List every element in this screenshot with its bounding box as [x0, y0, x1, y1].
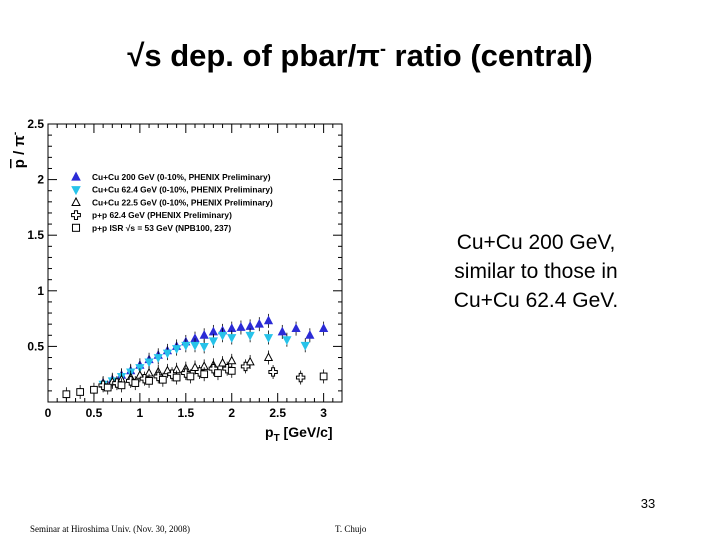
- data-point-series-5: [186, 372, 195, 381]
- annotation-note: Cu+Cu 200 GeV, similar to those in Cu+Cu…: [420, 228, 652, 315]
- data-point-series-2: [162, 349, 173, 359]
- legend-entry: Cu+Cu 22.5 GeV (0-10%, PHENIX Preliminar…: [92, 197, 273, 207]
- data-point-series-5: [131, 379, 140, 387]
- tick-labels: 0 0.5 1 1.5 2 2.5 3 0.5 1 1.5 2 2.5: [27, 117, 327, 420]
- data-point-series-1: [305, 330, 315, 339]
- annotation-line: similar to those in: [454, 260, 618, 283]
- data-point-series-2: [153, 354, 163, 363]
- x-tick-label: 0.5: [86, 406, 103, 420]
- legend-marker: [71, 186, 81, 196]
- footer-event: Seminar at Hiroshima Univ. (Nov. 30, 200…: [30, 524, 191, 534]
- x-tick-label: 3: [320, 406, 327, 420]
- legend-marker: [71, 223, 81, 232]
- y-tick-label: 1.5: [27, 228, 44, 242]
- legend-marker: [71, 196, 81, 206]
- slide-title-main: √s dep. of pbar/π: [127, 38, 380, 73]
- data-point-series-1: [291, 323, 301, 333]
- data-point-series-5: [76, 388, 85, 396]
- data-point-series-5: [200, 370, 209, 379]
- x-tick-label: 2: [228, 406, 235, 420]
- legend: Cu+Cu 200 GeV (0-10%, PHENIX Preliminary…: [71, 171, 273, 233]
- slide-title-superscript: -: [379, 38, 386, 59]
- legend-entry: Cu+Cu 200 GeV (0-10%, PHENIX Preliminary…: [92, 172, 271, 182]
- data-point-series-2: [217, 331, 228, 341]
- data-point-series-1: [236, 322, 246, 331]
- x-tick-label: 1.5: [177, 406, 194, 420]
- data-point-series-4: [295, 372, 306, 383]
- data-point-series-2: [282, 336, 292, 345]
- x-tick-label: 1: [137, 406, 144, 420]
- slide-title-rest: ratio (central): [385, 38, 593, 73]
- data-point-series-2: [172, 345, 182, 354]
- y-axis-label: p / π-: [10, 132, 28, 169]
- data-point-series-3: [263, 352, 274, 361]
- data-point-series-3: [227, 355, 237, 365]
- data-point-series-4: [268, 367, 278, 377]
- x-tick-label: 2.5: [269, 406, 286, 420]
- data-point-series-5: [103, 383, 112, 392]
- data-point-series-5: [145, 377, 153, 385]
- data-point-series-2: [135, 364, 145, 373]
- data-point-series-1: [263, 315, 274, 325]
- data-point-series-2: [263, 334, 274, 343]
- data-point-series-2: [245, 331, 255, 341]
- y-tick-label: 2: [37, 173, 44, 187]
- data-point-series-5: [227, 367, 236, 375]
- data-point-series-1: [227, 323, 237, 333]
- data-point-series-1: [277, 326, 287, 336]
- data-point-series-2: [300, 341, 310, 351]
- data-point-series-3: [217, 357, 228, 367]
- plot-frame: [47, 123, 343, 403]
- data-point-series-2: [190, 341, 200, 351]
- legend-marker: [71, 171, 81, 181]
- data-point-series-1: [245, 321, 255, 330]
- x-axis-label-unit: [GeV/c]: [280, 424, 333, 440]
- data-point-series-1: [254, 318, 264, 328]
- legend-entry: p+p ISR √s = 53 GeV (NPB100, 237): [92, 223, 231, 233]
- y-tick-label: 0.5: [27, 339, 44, 353]
- ratio-chart: 0 0.5 1 1.5 2 2.5 3 0.5 1 1.5 2 2.5 Cu+Cu 200 GeV (…: [10, 117, 343, 444]
- data-point-series-5: [90, 385, 98, 394]
- data-point-series-2: [208, 337, 218, 347]
- legend-marker: [71, 210, 81, 220]
- slide-title: √s dep. of pbar/π- ratio (central): [0, 38, 720, 74]
- y-axis-label-superscript: -: [10, 132, 21, 135]
- x-axis-label-subscript: T: [274, 433, 280, 444]
- y-axis-label-rest: / π: [11, 135, 28, 160]
- annotation-line: Cu+Cu 62.4 GeV.: [453, 289, 619, 312]
- page-number: 33: [640, 496, 656, 511]
- plot-border: [47, 123, 343, 403]
- data-point-series-1: [199, 330, 209, 339]
- x-axis-label: pT [GeV/c]: [265, 424, 333, 444]
- data-markers: [62, 313, 329, 402]
- data-point-series-5: [214, 369, 222, 377]
- data-point-series-5: [62, 390, 71, 399]
- data-point-series-2: [144, 358, 154, 368]
- data-point-series-2: [181, 341, 191, 351]
- legend-entry: Cu+Cu 62.4 GeV (0-10%, PHENIX Preliminar…: [92, 185, 273, 195]
- legend-entry: p+p 62.4 GeV (PHENIX Preliminary): [92, 210, 232, 220]
- x-tick-label: 0: [45, 406, 52, 420]
- footer-author: T. Chujo: [335, 524, 367, 534]
- y-tick-label: 2.5: [27, 117, 44, 131]
- data-point-series-5: [158, 375, 167, 384]
- axis-ticks: [47, 123, 343, 403]
- data-point-series-2: [227, 334, 237, 343]
- x-axis-label-main: p: [265, 424, 274, 440]
- annotation-line: Cu+Cu 200 GeV,: [456, 231, 616, 254]
- data-point-series-5: [319, 372, 328, 381]
- y-axis-label-main: p: [11, 159, 28, 168]
- data-point-series-5: [117, 381, 126, 390]
- y-tick-label: 1: [37, 284, 44, 298]
- data-point-series-5: [172, 373, 181, 382]
- data-point-series-1: [319, 323, 329, 333]
- data-point-series-4: [240, 361, 251, 372]
- data-point-series-1: [208, 326, 218, 336]
- data-point-series-2: [199, 342, 209, 352]
